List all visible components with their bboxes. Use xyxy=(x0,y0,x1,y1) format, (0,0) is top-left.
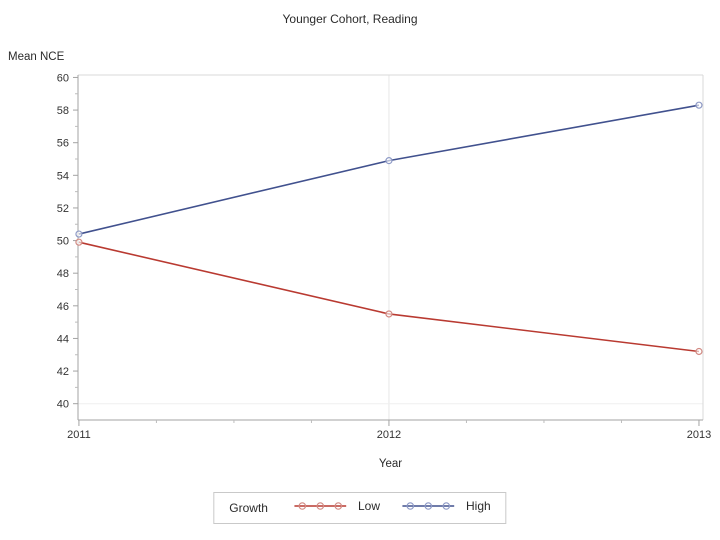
data-point-low xyxy=(695,347,703,356)
x-tick-label: 2013 xyxy=(687,429,711,441)
legend-title: Growth xyxy=(229,501,268,515)
data-point-high xyxy=(385,157,393,165)
y-tick-label: 40 xyxy=(57,399,69,411)
legend-item-high: High xyxy=(402,499,491,513)
y-tick-label: 50 xyxy=(57,236,69,248)
y-tick-label: 42 xyxy=(57,366,69,378)
data-point-high xyxy=(695,101,703,109)
y-tick-label: 46 xyxy=(57,301,69,313)
data-point-high xyxy=(75,230,83,238)
legend: Growth Low High xyxy=(213,492,507,524)
plot-area: 60 58 56 54 52 50 48 46 44 42 40 2011 2012 2013 xyxy=(57,72,711,441)
y-tick-label: 60 xyxy=(57,72,69,84)
legend-swatch-high xyxy=(402,502,455,510)
y-tick-label: 54 xyxy=(57,170,69,182)
data-point-low xyxy=(385,310,393,318)
legend-label-high: High xyxy=(466,499,491,513)
x-axis-title: Year xyxy=(378,458,403,470)
y-axis-title: Mean NCE xyxy=(8,51,65,63)
y-tick-label: 56 xyxy=(57,138,69,150)
legend-items: Low High xyxy=(293,499,491,517)
legend-swatch-low xyxy=(293,502,346,510)
y-tick-label: 58 xyxy=(57,105,69,117)
chart-title: Younger Cohort, Reading xyxy=(282,12,418,26)
y-tick-label: 48 xyxy=(57,268,69,280)
x-tick-label: 2011 xyxy=(67,429,91,441)
legend-label-low: Low xyxy=(357,499,381,513)
y-tick-label: 44 xyxy=(57,333,69,345)
x-tick-label: 2012 xyxy=(377,429,401,441)
data-point-low xyxy=(75,238,83,246)
legend-item-low: Low xyxy=(293,499,381,513)
y-tick-label: 52 xyxy=(57,203,69,215)
